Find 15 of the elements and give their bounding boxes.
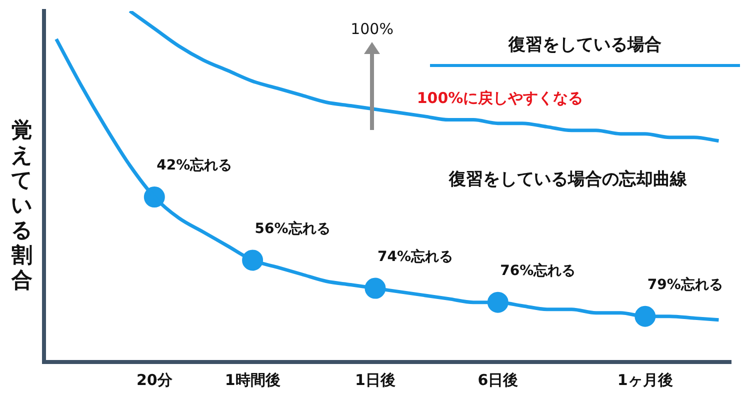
annotation: 100%に戻しやすくなる (416, 88, 584, 107)
annotation: 79%忘れる (647, 276, 723, 294)
x-tick-label: 6日後 (478, 370, 518, 389)
annotation: 復習をしている場合の忘却曲線 (448, 168, 688, 190)
x-tick-label: 20分 (136, 370, 174, 389)
annotation: 42%忘れる (156, 156, 232, 174)
text: 復習をしている場合 (507, 34, 662, 56)
annotation: 56%忘れる (254, 220, 330, 237)
x-tick-label: 1ヶ月後 (617, 370, 673, 389)
annotation: 74%忘れる (377, 248, 453, 265)
x-tick-label: 1時間後 (224, 370, 280, 389)
annotation: 100% (350, 20, 394, 38)
x-tick-label: 1日後 (355, 370, 396, 389)
annotation: 76%忘れる (500, 262, 576, 279)
y-axis-title: 覚えている割合 (10, 118, 33, 292)
